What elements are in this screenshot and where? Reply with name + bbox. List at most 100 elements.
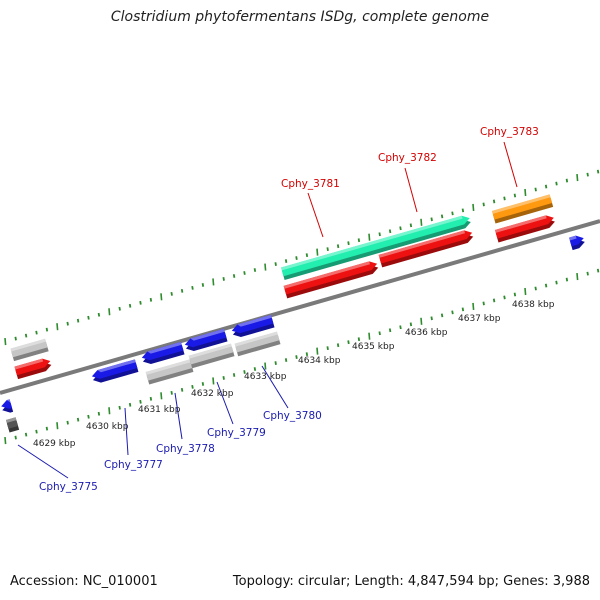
label-leader-line bbox=[124, 407, 129, 456]
inner-tick bbox=[160, 392, 163, 400]
outer-tick bbox=[503, 196, 506, 201]
label-leader-line bbox=[174, 392, 183, 440]
gene-label-cphy-3777: Cphy_3777 bbox=[104, 459, 163, 471]
inner-tick bbox=[472, 302, 475, 310]
inner-tick bbox=[378, 331, 381, 336]
inner-tick bbox=[336, 343, 340, 348]
outer-tick bbox=[232, 274, 236, 278]
outer-tick bbox=[14, 336, 17, 341]
inner-tick bbox=[24, 432, 28, 437]
outer-tick bbox=[284, 259, 288, 263]
outer-tick bbox=[430, 217, 433, 222]
inner-tick bbox=[56, 422, 59, 430]
inner-tick bbox=[586, 271, 589, 276]
outer-tick bbox=[357, 238, 361, 243]
inner-tick bbox=[66, 420, 69, 425]
gene-feature bbox=[283, 261, 379, 299]
outer-tick bbox=[544, 184, 548, 189]
outer-tick bbox=[212, 278, 215, 286]
gene-label-cphy-3775: Cphy_3775 bbox=[39, 481, 98, 493]
inner-tick bbox=[87, 414, 90, 419]
outer-tick bbox=[326, 247, 329, 252]
inner-tick bbox=[108, 407, 111, 415]
outer-tick bbox=[24, 333, 28, 338]
inner-tick bbox=[232, 373, 236, 377]
gene-cphy-3775-shape bbox=[5, 417, 20, 433]
outer-tick bbox=[45, 327, 49, 332]
inner-tick bbox=[149, 396, 153, 401]
outer-tick bbox=[35, 330, 38, 335]
gene-feature bbox=[145, 359, 194, 385]
kbp-label: 4632 kbp bbox=[191, 389, 234, 399]
outer-tick bbox=[295, 256, 298, 260]
gene-feature bbox=[494, 215, 555, 243]
outer-tick bbox=[492, 199, 496, 204]
gene-cphy-3778-shape bbox=[141, 341, 185, 365]
gene-features bbox=[1, 194, 585, 433]
outer-tick bbox=[160, 293, 163, 301]
genome-summary: Topology: circular; Length: 4,847,594 bp… bbox=[232, 574, 590, 589]
inner-tick bbox=[4, 436, 7, 445]
outer-tick bbox=[534, 187, 537, 192]
kbp-label: 4633 kbp bbox=[244, 372, 287, 382]
inner-tick bbox=[596, 268, 600, 273]
inner-tick bbox=[534, 286, 537, 291]
outer-tick bbox=[336, 244, 340, 249]
outer-tick bbox=[201, 283, 205, 287]
outer-tick bbox=[555, 181, 558, 186]
inner-tick bbox=[555, 280, 558, 285]
inner-tick bbox=[170, 390, 173, 395]
outer-tick bbox=[180, 288, 184, 293]
inner-tick bbox=[212, 377, 215, 385]
gene-cphy-3783-shape bbox=[491, 194, 554, 224]
kbp-labels: 4629 kbp 4630 kbp 4631 kbp 4632 kbp 4633 kbp… bbox=[33, 300, 555, 449]
outer-tick bbox=[305, 253, 309, 258]
kbp-label: 4630 kbp bbox=[86, 422, 129, 432]
outer-tick bbox=[118, 306, 121, 311]
map-title: Clostridium phytofermentans ISDg, comple… bbox=[110, 9, 490, 25]
outer-tick bbox=[316, 248, 319, 256]
inner-tick bbox=[316, 347, 319, 355]
outer-tick bbox=[97, 312, 101, 317]
inner-tick bbox=[576, 273, 579, 281]
inner-tick bbox=[35, 429, 38, 434]
outer-tick bbox=[513, 193, 517, 198]
outer-tick bbox=[191, 286, 194, 290]
outer-tick bbox=[56, 323, 59, 331]
kbp-label: 4637 kbp bbox=[458, 314, 501, 324]
gene-label-cphy-3783: Cphy_3783 bbox=[480, 126, 539, 138]
outer-tick bbox=[66, 321, 69, 326]
gene-feature bbox=[14, 358, 52, 380]
inner-tick bbox=[492, 298, 496, 303]
gene-labels: Cphy_3775 Cphy_3777 Cphy_3778 Cphy_3779 Cphy… bbox=[39, 126, 539, 493]
outer-tick bbox=[409, 223, 413, 228]
outer-tick bbox=[253, 268, 257, 272]
outer-tick bbox=[524, 188, 527, 197]
inner-tick bbox=[503, 295, 506, 300]
inner-tick bbox=[243, 370, 246, 374]
outer-tick bbox=[274, 262, 277, 266]
outer-tick bbox=[170, 291, 173, 296]
outer-tick bbox=[368, 233, 371, 241]
label-leader-line bbox=[404, 167, 418, 213]
gene-cphy-3777-shape bbox=[91, 359, 139, 383]
label-leader-line bbox=[307, 192, 324, 238]
outer-tick bbox=[87, 315, 90, 320]
inner-tick bbox=[284, 358, 288, 362]
inner-tick bbox=[347, 340, 350, 345]
inner-tick bbox=[357, 337, 361, 342]
inner-tick bbox=[191, 385, 194, 389]
inner-tick bbox=[128, 402, 132, 407]
label-leader-line bbox=[261, 365, 289, 409]
gene-feature bbox=[378, 230, 474, 268]
kbp-label: 4635 kbp bbox=[352, 342, 395, 352]
label-leaders bbox=[17, 141, 518, 479]
genome-backbone bbox=[0, 219, 600, 395]
inner-tick bbox=[14, 435, 17, 440]
kbp-label: 4636 kbp bbox=[405, 328, 448, 338]
outer-tick bbox=[388, 229, 392, 234]
outer-tick bbox=[378, 232, 381, 237]
inner-tick bbox=[76, 417, 80, 422]
gene-label-cphy-3778: Cphy_3778 bbox=[156, 443, 215, 455]
